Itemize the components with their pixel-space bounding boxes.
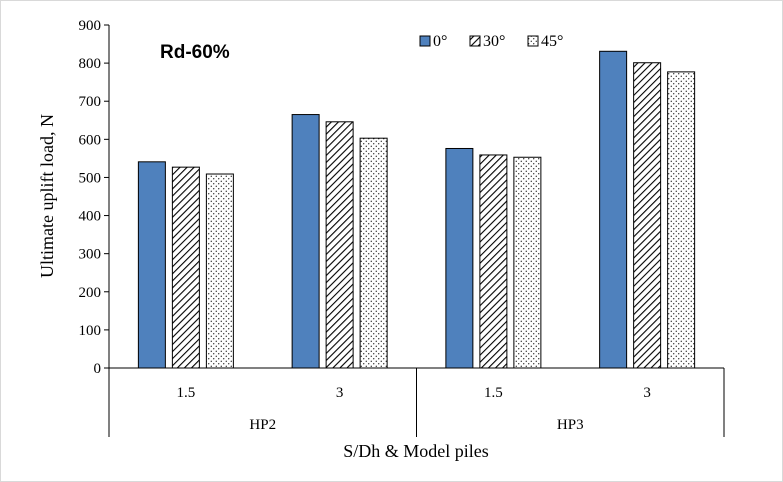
bar-dotted bbox=[205, 173, 234, 369]
x-tick-label: 3 bbox=[643, 385, 651, 401]
x-group-label: HP2 bbox=[249, 417, 276, 433]
bar-diagonal bbox=[479, 154, 508, 369]
y-tick-label: 600 bbox=[79, 132, 102, 148]
legend-label: 45° bbox=[541, 33, 563, 50]
y-tick-label: 0 bbox=[94, 361, 102, 377]
bar-solid bbox=[445, 147, 474, 369]
x-axis-structure: 1.5 3 HP2 1.5 3 HP3 bbox=[108, 368, 725, 437]
x-axis-title: S/Dh & Model piles bbox=[343, 441, 489, 461]
bar-solid bbox=[599, 50, 628, 369]
legend-swatch-dotted bbox=[527, 35, 539, 47]
bar-dotted bbox=[359, 137, 388, 369]
legend-label: 30° bbox=[483, 33, 505, 50]
legend: 0° 30° 45° bbox=[419, 33, 563, 50]
legend-swatch-diagonal bbox=[469, 35, 481, 47]
x-tick-label: 1.5 bbox=[484, 385, 503, 401]
y-tick-label: 900 bbox=[79, 18, 102, 34]
y-tick-label: 100 bbox=[79, 323, 102, 339]
legend-swatch-solid bbox=[419, 35, 431, 47]
legend-label: 0° bbox=[433, 33, 447, 50]
y-axis-title: Ultimate uplift load, N bbox=[37, 114, 57, 278]
bar-solid bbox=[291, 114, 320, 369]
y-tick-label: 500 bbox=[79, 170, 102, 186]
y-tick-label: 300 bbox=[79, 247, 102, 263]
x-tick-label: 1.5 bbox=[177, 385, 196, 401]
bar-solid bbox=[137, 161, 166, 369]
bars bbox=[137, 50, 696, 369]
y-tick-label: 800 bbox=[79, 56, 102, 72]
chart-annotation: Rd-60% bbox=[160, 42, 230, 63]
y-tick-label: 200 bbox=[79, 285, 102, 301]
y-axis-ticks: 0 100 200 300 400 500 600 700 800 900 bbox=[79, 18, 109, 377]
bar-diagonal bbox=[633, 62, 662, 369]
bar-diagonal bbox=[171, 166, 200, 369]
y-tick-label: 400 bbox=[79, 209, 102, 225]
bar-dotted bbox=[667, 71, 696, 369]
x-tick-label: 3 bbox=[336, 385, 344, 401]
y-tick-label: 700 bbox=[79, 94, 102, 110]
bar-dotted bbox=[513, 156, 542, 369]
x-group-label: HP3 bbox=[557, 417, 584, 433]
bar-diagonal bbox=[325, 121, 354, 369]
